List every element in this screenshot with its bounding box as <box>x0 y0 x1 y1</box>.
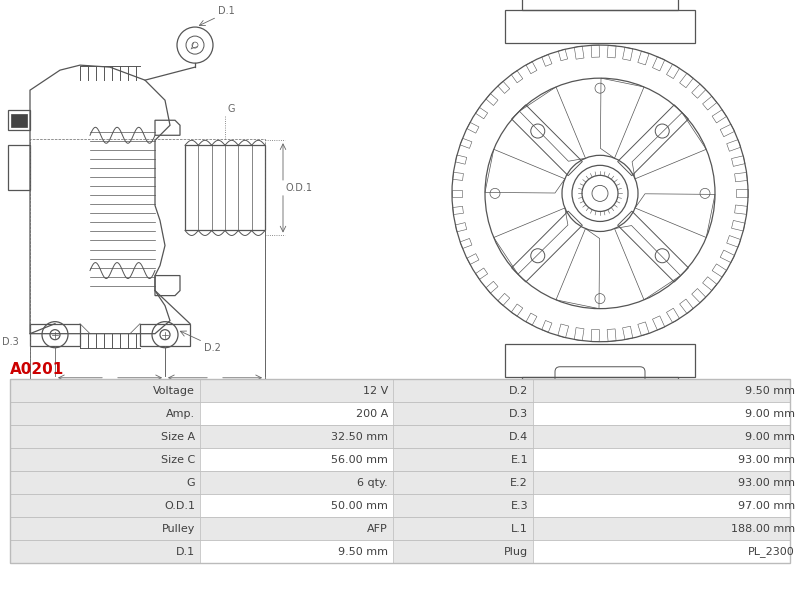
Text: O.D.1: O.D.1 <box>286 183 313 193</box>
Text: E.2: E.2 <box>592 412 608 422</box>
Text: PL_2300: PL_2300 <box>748 546 795 557</box>
Text: 200 A: 200 A <box>356 409 388 419</box>
Bar <box>10 494 790 517</box>
Text: Size C: Size C <box>161 455 195 465</box>
Bar <box>393 402 533 425</box>
Bar <box>393 517 533 540</box>
Bar <box>10 402 790 425</box>
Bar <box>393 540 533 563</box>
Text: A: A <box>212 379 218 389</box>
Text: 9.00 mm: 9.00 mm <box>745 409 795 419</box>
Bar <box>10 379 200 402</box>
Bar <box>10 379 790 402</box>
Bar <box>393 448 533 471</box>
Bar <box>393 425 533 448</box>
Text: 188.00 mm: 188.00 mm <box>731 524 795 534</box>
Text: C: C <box>106 379 114 389</box>
Text: 9.50 mm: 9.50 mm <box>338 547 388 557</box>
Text: D.2: D.2 <box>204 343 221 353</box>
Text: L.1: L.1 <box>145 390 159 400</box>
Text: Amp.: Amp. <box>166 409 195 419</box>
Text: 97.00 mm: 97.00 mm <box>738 501 795 511</box>
Bar <box>10 448 200 471</box>
Bar <box>10 471 200 494</box>
Bar <box>10 517 200 540</box>
Text: AFP: AFP <box>367 524 388 534</box>
Text: 93.00 mm: 93.00 mm <box>738 478 795 488</box>
Bar <box>393 494 533 517</box>
Bar <box>393 471 533 494</box>
Text: 32.50 mm: 32.50 mm <box>331 432 388 442</box>
Text: D.1: D.1 <box>218 6 234 16</box>
Bar <box>10 540 790 563</box>
Text: E.1: E.1 <box>510 455 528 465</box>
Bar <box>10 379 790 563</box>
Bar <box>10 494 200 517</box>
Text: Plug: Plug <box>504 547 528 557</box>
Bar <box>10 517 790 540</box>
Text: G: G <box>186 478 195 488</box>
Text: 9.50 mm: 9.50 mm <box>745 386 795 396</box>
Text: E.3: E.3 <box>510 501 528 511</box>
Text: L.1: L.1 <box>511 524 528 534</box>
Text: G: G <box>227 104 234 114</box>
Text: D.1: D.1 <box>176 547 195 557</box>
Bar <box>10 425 790 448</box>
Text: 12 V: 12 V <box>362 386 388 396</box>
Bar <box>10 471 790 494</box>
Text: D.3: D.3 <box>2 337 18 347</box>
Text: O.D.1: O.D.1 <box>164 501 195 511</box>
Text: Voltage: Voltage <box>153 386 195 396</box>
Text: Pulley: Pulley <box>162 524 195 534</box>
Text: D.2: D.2 <box>509 386 528 396</box>
Bar <box>10 402 200 425</box>
Bar <box>10 425 200 448</box>
Text: D.3: D.3 <box>509 409 528 419</box>
Text: 50.00 mm: 50.00 mm <box>331 501 388 511</box>
Bar <box>10 448 790 471</box>
Text: A0201: A0201 <box>10 362 64 377</box>
Text: E.2: E.2 <box>510 478 528 488</box>
Text: D.4: D.4 <box>509 432 528 442</box>
Text: 56.00 mm: 56.00 mm <box>331 455 388 465</box>
Text: 93.00 mm: 93.00 mm <box>738 455 795 465</box>
Bar <box>10 540 200 563</box>
Text: 9.00 mm: 9.00 mm <box>745 432 795 442</box>
Text: 6 qty.: 6 qty. <box>358 478 388 488</box>
Bar <box>393 379 533 402</box>
Text: Size A: Size A <box>161 432 195 442</box>
Polygon shape <box>11 114 27 127</box>
